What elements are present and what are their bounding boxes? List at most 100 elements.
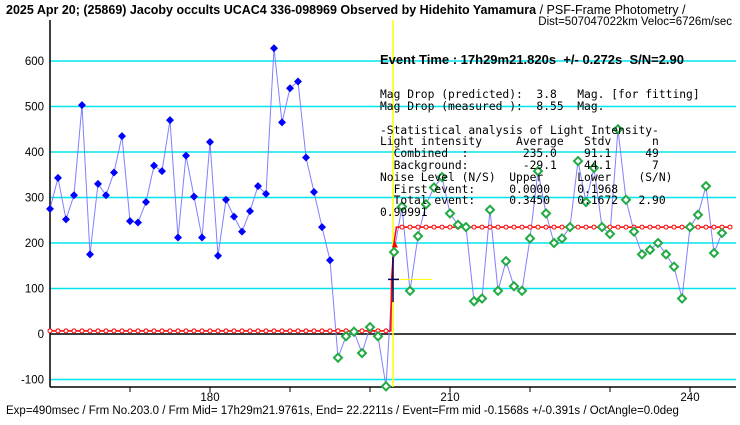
y-tick-label: 400 bbox=[25, 147, 44, 159]
data-point bbox=[134, 218, 142, 227]
data-point bbox=[158, 167, 166, 176]
data-point bbox=[412, 230, 424, 242]
data-point bbox=[356, 347, 368, 359]
data-point bbox=[246, 207, 254, 216]
stats-line: Noise Level (N/S) Upper Lower (S/N) bbox=[380, 170, 673, 184]
chart-title: 2025 Apr 20; (25869) Jacoby occults UCAC… bbox=[6, 3, 686, 17]
data-point bbox=[94, 179, 102, 188]
data-point bbox=[444, 208, 456, 219]
model-point bbox=[359, 328, 365, 334]
model-point bbox=[511, 224, 517, 230]
model-point bbox=[175, 328, 181, 334]
data-point bbox=[692, 209, 704, 221]
data-point bbox=[468, 295, 480, 307]
model-point bbox=[439, 224, 445, 230]
model-point bbox=[111, 328, 117, 334]
model-point bbox=[327, 328, 333, 334]
model-point bbox=[151, 328, 157, 334]
model-point bbox=[127, 328, 133, 334]
model-point bbox=[543, 224, 549, 230]
data-point bbox=[110, 168, 118, 177]
data-point bbox=[118, 132, 126, 141]
data-point bbox=[556, 233, 568, 244]
stats-line: First event: 0.0000 0.1968 bbox=[380, 182, 619, 196]
data-point bbox=[174, 233, 182, 242]
data-point bbox=[222, 195, 230, 204]
y-tick-label: 600 bbox=[25, 56, 44, 68]
data-point bbox=[660, 248, 672, 260]
model-point bbox=[487, 224, 493, 230]
data-point bbox=[484, 204, 496, 216]
data-point bbox=[310, 188, 318, 197]
data-point bbox=[230, 212, 238, 221]
model-point bbox=[271, 328, 277, 334]
model-point bbox=[615, 224, 621, 230]
data-point bbox=[78, 101, 86, 110]
model-point bbox=[447, 224, 453, 230]
data-point bbox=[254, 182, 262, 191]
model-point bbox=[591, 224, 597, 230]
data-point bbox=[420, 198, 432, 210]
stats-line bbox=[380, 113, 700, 125]
data-point bbox=[396, 201, 408, 213]
stats-line: -Statistical analysis of Light Intensity… bbox=[380, 123, 659, 137]
data-point bbox=[628, 226, 640, 238]
data-point bbox=[668, 261, 680, 273]
model-point bbox=[263, 328, 269, 334]
stats-line: Light intensity Average Stdv n bbox=[380, 135, 659, 149]
data-point bbox=[700, 180, 712, 192]
model-point bbox=[647, 224, 653, 230]
model-point bbox=[79, 328, 85, 334]
data-point bbox=[54, 173, 62, 182]
model-point bbox=[71, 328, 77, 334]
stats-line: Combined : 235.0 91.1 49 bbox=[380, 147, 659, 161]
model-point bbox=[279, 328, 285, 334]
model-point bbox=[95, 328, 101, 334]
data-point bbox=[150, 161, 158, 170]
model-point bbox=[247, 328, 253, 334]
model-point bbox=[423, 224, 429, 230]
data-point bbox=[302, 153, 310, 162]
data-point bbox=[588, 162, 600, 174]
model-point bbox=[287, 328, 293, 334]
model-point bbox=[583, 224, 589, 230]
data-point bbox=[262, 189, 270, 198]
data-point bbox=[238, 227, 246, 236]
model-point bbox=[239, 328, 245, 334]
model-mid-marker bbox=[391, 240, 398, 248]
x-tick-label: 240 bbox=[680, 392, 699, 404]
data-point bbox=[206, 137, 214, 146]
data-point bbox=[636, 248, 648, 260]
data-point bbox=[62, 215, 70, 224]
data-point bbox=[516, 285, 528, 297]
stats-line: Total event: 0.3450 0.1672 2.90 bbox=[380, 194, 666, 208]
data-point bbox=[46, 204, 54, 213]
data-point bbox=[380, 380, 392, 392]
model-point bbox=[167, 328, 173, 334]
data-point bbox=[580, 196, 592, 208]
model-point bbox=[655, 224, 661, 230]
data-point bbox=[86, 250, 94, 259]
model-point bbox=[87, 328, 93, 334]
model-point bbox=[519, 224, 525, 230]
data-point bbox=[286, 84, 294, 93]
data-point bbox=[428, 182, 440, 193]
data-point bbox=[716, 227, 728, 239]
model-point bbox=[407, 224, 413, 230]
data-point bbox=[198, 233, 206, 242]
model-point bbox=[671, 224, 677, 230]
data-point bbox=[620, 194, 632, 206]
model-point bbox=[703, 224, 709, 230]
model-point bbox=[159, 328, 165, 334]
model-point bbox=[207, 328, 213, 334]
data-point bbox=[102, 191, 110, 200]
data-point bbox=[318, 223, 326, 232]
model-point bbox=[47, 328, 53, 334]
data-point bbox=[70, 191, 78, 200]
data-point bbox=[684, 221, 696, 233]
model-point bbox=[495, 224, 501, 230]
data-point bbox=[182, 151, 190, 160]
model-point bbox=[383, 328, 389, 334]
stats-line: Mag Drop (predicted): 3.8 Mag. [for fitt… bbox=[380, 88, 700, 102]
